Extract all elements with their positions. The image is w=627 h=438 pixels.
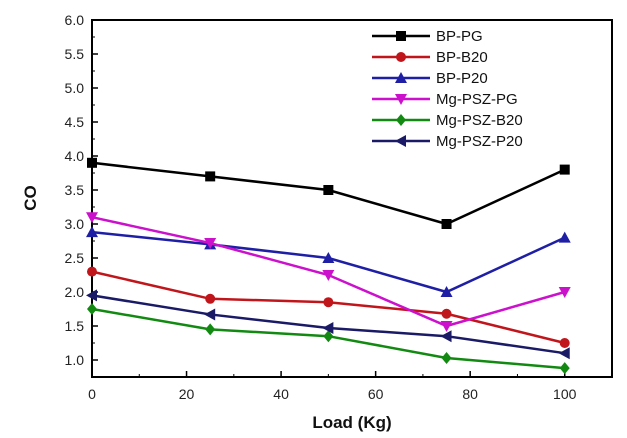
data-point bbox=[441, 308, 452, 319]
x-tick-label: 60 bbox=[368, 386, 384, 402]
data-point bbox=[205, 171, 216, 182]
data-point bbox=[204, 308, 216, 321]
data-point bbox=[559, 338, 570, 348]
x-tick-label: 80 bbox=[462, 386, 478, 402]
data-point bbox=[323, 185, 334, 195]
legend-item: BP-B20 bbox=[372, 49, 488, 66]
data-point bbox=[440, 330, 452, 343]
x-tick-label: 0 bbox=[88, 386, 96, 402]
y-tick-label: 2.0 bbox=[65, 284, 85, 300]
series-bp-pg bbox=[87, 157, 570, 229]
series-mg-psz-p20 bbox=[86, 289, 570, 360]
data-point bbox=[87, 157, 97, 168]
legend-marker bbox=[396, 114, 406, 126]
y-tick-label: 5.0 bbox=[65, 80, 85, 96]
legend-label: BP-P20 bbox=[436, 70, 488, 87]
legend-label: BP-B20 bbox=[436, 49, 488, 66]
x-tick-label: 100 bbox=[553, 386, 577, 402]
x-tick-label: 40 bbox=[273, 386, 289, 402]
x-axis-title: Load (Kg) bbox=[312, 413, 391, 432]
data-point bbox=[86, 212, 98, 224]
legend-label: Mg-PSZ-P20 bbox=[436, 133, 523, 150]
data-point bbox=[323, 297, 334, 308]
y-tick-label: 3.5 bbox=[65, 182, 85, 198]
series-layer bbox=[86, 157, 571, 375]
plot-frame bbox=[91, 19, 613, 378]
legend-marker bbox=[395, 135, 406, 147]
y-tick-label: 3.0 bbox=[65, 216, 85, 232]
series-mg-psz-b20 bbox=[87, 303, 570, 375]
y-tick-label: 4.0 bbox=[65, 148, 85, 164]
legend-marker bbox=[395, 94, 407, 105]
data-point bbox=[86, 289, 97, 302]
data-point bbox=[441, 351, 452, 364]
data-point bbox=[205, 323, 216, 336]
legend-item: Mg-PSZ-B20 bbox=[372, 112, 523, 129]
y-tick-label: 1.5 bbox=[65, 318, 85, 334]
data-point bbox=[322, 270, 335, 281]
data-point bbox=[322, 322, 334, 335]
legend-label: Mg-PSZ-PG bbox=[436, 91, 518, 108]
data-point bbox=[440, 286, 453, 297]
legend-item: BP-P20 bbox=[372, 70, 488, 87]
x-tick-label: 20 bbox=[179, 386, 195, 402]
y-axis-title: CO bbox=[21, 185, 40, 211]
data-point bbox=[558, 347, 570, 360]
legend-label: Mg-PSZ-B20 bbox=[436, 112, 523, 129]
y-axis: 1.0 1.5 2.0 2.5 3.0 3.5 4.0 4.5 5.0 5.5 6.0 bbox=[65, 12, 98, 378]
y-tick-label: 4.5 bbox=[65, 114, 85, 130]
data-point bbox=[87, 266, 97, 277]
data-point bbox=[87, 303, 97, 315]
data-point bbox=[441, 219, 452, 229]
data-point bbox=[559, 362, 570, 375]
y-tick-label: 2.5 bbox=[65, 250, 85, 266]
legend-marker bbox=[396, 31, 406, 41]
data-point bbox=[558, 231, 571, 243]
legend-item: BP-PG bbox=[372, 28, 483, 45]
data-point bbox=[322, 252, 335, 263]
y-tick-label: 5.5 bbox=[65, 46, 85, 62]
data-point bbox=[440, 321, 453, 332]
legend-item: Mg-PSZ-PG bbox=[372, 91, 518, 108]
legend-item: Mg-PSZ-P20 bbox=[372, 133, 523, 150]
data-point bbox=[205, 293, 216, 304]
data-point bbox=[204, 238, 217, 250]
data-point bbox=[86, 226, 98, 238]
data-point bbox=[558, 287, 571, 298]
legend: BP-PG BP-B20 BP-P20 Mg-PSZ-PG Mg-PSZ-B20 Mg-P… bbox=[372, 28, 523, 150]
x-axis: 0 20 40 60 80 100 bbox=[88, 371, 613, 402]
legend-marker bbox=[395, 72, 407, 83]
data-point bbox=[323, 330, 334, 343]
data-point bbox=[559, 164, 570, 175]
legend-label: BP-PG bbox=[436, 28, 483, 45]
y-tick-label: 1.0 bbox=[65, 352, 85, 368]
series-bp-b20 bbox=[87, 266, 570, 348]
series-mg-psz-pg bbox=[86, 212, 571, 332]
y-tick-label: 6.0 bbox=[65, 12, 85, 28]
legend-marker bbox=[396, 52, 406, 62]
